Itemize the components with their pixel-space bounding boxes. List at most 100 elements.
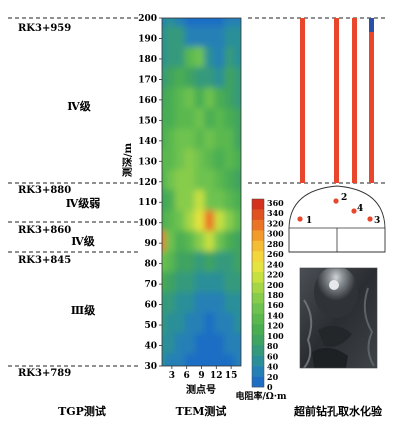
- station-label-789: RK3+789: [18, 368, 71, 379]
- y-tick-label: 200: [138, 14, 157, 24]
- hole-dot-1: [297, 216, 303, 222]
- heatmap-cell: [234, 271, 241, 297]
- colorbar-segment: [252, 282, 264, 294]
- tem-x-label: 测点号: [186, 383, 216, 396]
- colorbar-tick-label: 340: [267, 208, 284, 218]
- tem-y-axis: 200 190 180 170 160 150 140 130 120 110 100 90 80 70 6…: [138, 14, 162, 372]
- tem-chart: 200 190 180 170 160 150 140 130 120 110 100 90 80 70 6…: [121, 14, 242, 418]
- station-label-880: RK3+880: [18, 185, 71, 196]
- station-label-959: RK3+959: [18, 23, 71, 34]
- colorbar: 3603403203002802602402202001801601401201…: [236, 198, 287, 402]
- colorbar-segment: [252, 209, 264, 221]
- colorbar-segment: [252, 293, 264, 304]
- colorbar-segment: [252, 219, 264, 231]
- heatmap-cell: [234, 169, 241, 194]
- tunnel-section: 1 2 3 4: [288, 185, 386, 253]
- hole-label-2: 2: [341, 193, 347, 203]
- heatmap-cell: [234, 190, 241, 215]
- drill-rod-1: [300, 18, 305, 183]
- colorbar-tick-label: 40: [267, 362, 279, 372]
- drill-rod-2: [334, 18, 339, 183]
- heatmap-cell: [234, 67, 241, 92]
- drill-caption: 超前钻孔取水化验: [293, 404, 383, 418]
- colorbar-tick-label: 280: [267, 239, 284, 249]
- heatmap-cell: [234, 108, 241, 133]
- grade-label-1: Ⅳ级: [67, 99, 91, 113]
- colorbar-segment: [252, 303, 264, 315]
- colorbar-segment: [252, 240, 264, 252]
- hole-label-3: 3: [374, 216, 380, 226]
- heatmap-cell: [234, 149, 241, 174]
- drill-rod-3: [352, 18, 357, 183]
- y-tick-label: 120: [138, 178, 157, 188]
- colorbar-segment: [252, 334, 264, 346]
- drill-rods: [248, 17, 388, 184]
- y-tick-label: 90: [144, 239, 157, 249]
- colorbar-tick-label: 220: [267, 270, 284, 280]
- x-tick-label: 3: [169, 371, 175, 381]
- y-tick-label: 130: [138, 157, 157, 167]
- heatmap-cell: [234, 353, 241, 366]
- colorbar-segment: [252, 230, 264, 242]
- colorbar-segment: [252, 324, 264, 336]
- colorbar-tick-label: 320: [267, 218, 284, 228]
- tgp-column: RK3+959 RK3+880 RK3+860 RK3+845 RK3+789 …: [8, 17, 140, 418]
- station-label-845: RK3+845: [18, 255, 71, 266]
- y-tick-label: 180: [138, 55, 157, 65]
- colorbar-segment: [252, 272, 264, 283]
- grade-label-2: Ⅳ级弱: [66, 196, 100, 210]
- heatmap-cell: [234, 292, 241, 317]
- colorbar-frame: [251, 198, 265, 388]
- colorbar-segment: [252, 251, 264, 262]
- heatmap-cell: [234, 333, 241, 358]
- y-tick-label: 110: [138, 198, 157, 208]
- colorbar-tick-label: 80: [267, 341, 279, 351]
- colorbar-label: 电阻率/Ω·m: [236, 390, 287, 402]
- grade-label-4: Ⅲ级: [71, 303, 96, 317]
- y-tick-label: 80: [144, 260, 157, 270]
- drill-rod-4-top: [369, 18, 374, 32]
- heatmap-cell: [234, 251, 241, 276]
- colorbar-tick-label: 100: [267, 331, 284, 341]
- y-tick-label: 30: [144, 362, 157, 372]
- hole-dot-2: [333, 198, 339, 204]
- colorbar-tick-label: 60: [267, 351, 279, 361]
- y-tick-label: 60: [144, 301, 157, 311]
- y-tick-label: 150: [138, 116, 157, 126]
- drill-rod-4: [369, 18, 374, 183]
- colorbar-tick-label: 260: [267, 249, 284, 259]
- borehole-photo: [299, 267, 378, 369]
- hole-dot-4: [351, 208, 357, 214]
- y-tick-label: 190: [138, 34, 157, 44]
- colorbar-tick-label: 200: [267, 280, 284, 290]
- colorbar-segment: [252, 376, 264, 388]
- y-tick-label: 170: [138, 75, 157, 85]
- heatmap-cell: [234, 312, 241, 338]
- tem-contour-field: [162, 18, 241, 366]
- colorbar-tick-label: 240: [267, 259, 284, 269]
- colorbar-tick-label: 180: [267, 290, 284, 300]
- colorbar-tick-label: 140: [267, 310, 284, 320]
- colorbar-segment: [252, 261, 264, 273]
- heatmap-cell: [234, 87, 241, 113]
- colorbar-segment: [252, 313, 264, 325]
- hole-label-1: 1: [306, 216, 312, 226]
- tgp-caption: TGP测试: [58, 404, 106, 418]
- tem-x-axis: 3 6 9 12 15: [169, 366, 237, 381]
- colorbar-tick-label: 120: [267, 321, 284, 331]
- x-tick-label: 9: [198, 371, 204, 381]
- heatmap-cell: [234, 128, 241, 154]
- colorbar-segment: [252, 199, 264, 210]
- heatmap-cell: [234, 230, 241, 256]
- station-label-860: RK3+860: [18, 225, 71, 236]
- y-tick-label: 160: [138, 96, 157, 106]
- colorbar-segment: [252, 366, 264, 377]
- colorbar-segment: [252, 345, 264, 356]
- heatmap-cell: [234, 18, 241, 31]
- grade-label-3: Ⅳ级: [71, 234, 95, 248]
- y-tick-label: 40: [144, 342, 157, 352]
- colorbar-tick-label: 160: [267, 300, 284, 310]
- y-tick-label: 100: [138, 219, 157, 229]
- hole-label-4: 4: [357, 204, 363, 214]
